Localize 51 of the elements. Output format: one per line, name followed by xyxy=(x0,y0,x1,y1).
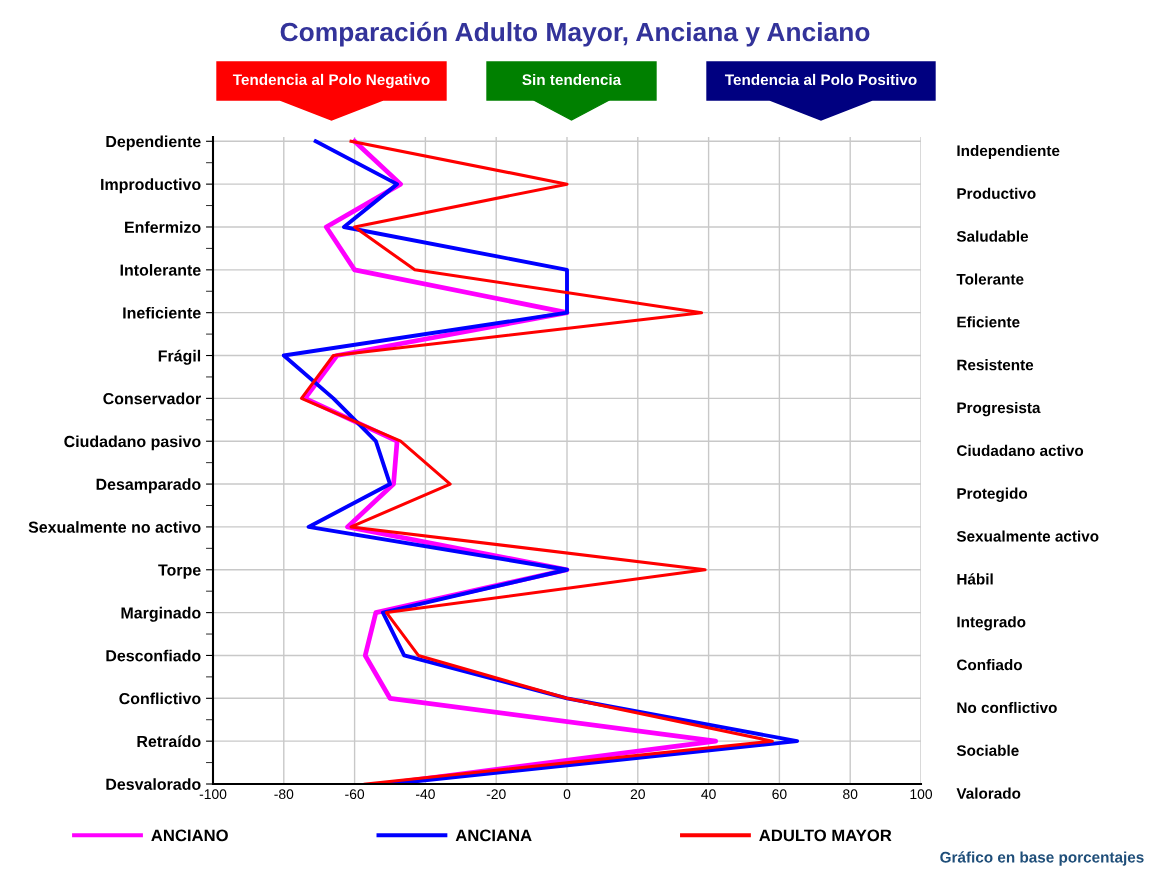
y-tick-label: Frágil xyxy=(158,349,201,365)
y2-tick-label: Hábil xyxy=(957,573,993,585)
y-tick-label: Marginado xyxy=(121,606,201,622)
y-tick-label: Intolerante xyxy=(120,264,201,276)
legend-label: ADULTO MAYOR xyxy=(759,829,892,842)
x-tick-label: -80 xyxy=(274,789,294,800)
y-tick-label: Ineficiente xyxy=(123,306,201,319)
y2-tick-label: Integrado xyxy=(957,616,1026,631)
y-tick-label: Retraído xyxy=(137,735,201,748)
y-tick-label: Ciudadano pasivo xyxy=(64,435,201,451)
text: Tendencia al Polo Negativo xyxy=(232,73,430,89)
x-tick-label: 100 xyxy=(910,789,933,800)
y-tick-label: Desvalorado xyxy=(106,778,201,790)
y2-tick-label: Independiente xyxy=(957,144,1060,160)
text: Tendencia al Polo Positivo xyxy=(724,73,917,86)
y2-tick-label: Ciudadano activo xyxy=(957,444,1084,457)
y-tick-label: Conflictivo xyxy=(119,692,201,705)
y2-tick-label: Productivo xyxy=(957,187,1036,199)
y2-tick-label: Confiado xyxy=(957,659,1022,671)
y-tick-label: Torpe xyxy=(158,564,201,579)
x-tick-label: -60 xyxy=(345,789,365,800)
y2-tick-label: Sexualmente activo xyxy=(956,530,1099,542)
x-tick-label: 40 xyxy=(701,789,716,800)
x-tick-label: 20 xyxy=(630,789,645,800)
x-tick-label: 60 xyxy=(772,789,787,800)
y-tick-label: Enfermizo xyxy=(125,221,201,233)
y2-tick-label: Sociable xyxy=(956,744,1019,756)
x-tick-label: -40 xyxy=(415,789,435,800)
y-tick-label: Improductivo xyxy=(101,178,201,194)
x-tick-label: -20 xyxy=(486,789,506,800)
y2-tick-label: Progresista xyxy=(957,401,1041,417)
y2-tick-label: Eficiente xyxy=(957,316,1020,328)
x-tick-label: -100 xyxy=(199,789,227,800)
x-tick-label: 0 xyxy=(563,789,571,800)
y-tick-label: Conservador xyxy=(103,392,201,405)
legend-label: ANCIANO xyxy=(151,829,228,842)
text: Gráfico en base porcentajes xyxy=(940,851,1144,866)
y-tick-label: Sexualmente no activo xyxy=(28,521,201,533)
chart-title: Comparación Adulto Mayor, Anciana y Anciano xyxy=(280,21,870,47)
y2-tick-label: Saludable xyxy=(956,230,1029,242)
text: Sin tendencia xyxy=(522,73,622,86)
y-tick-label: Desconfiado xyxy=(106,649,201,662)
y2-tick-label: Valorado xyxy=(956,787,1021,799)
y2-tick-label: Resistente xyxy=(957,359,1034,371)
legend-label: ANCIANA xyxy=(455,829,532,842)
y-tick-label: Desamparado xyxy=(96,478,201,494)
y2-tick-label: Protegido xyxy=(957,487,1028,502)
y2-tick-label: No conflictivo xyxy=(957,701,1057,714)
y2-tick-label: Tolerante xyxy=(956,273,1024,285)
x-tick-label: 80 xyxy=(843,789,858,800)
y-tick-label: Dependiente xyxy=(106,135,201,151)
